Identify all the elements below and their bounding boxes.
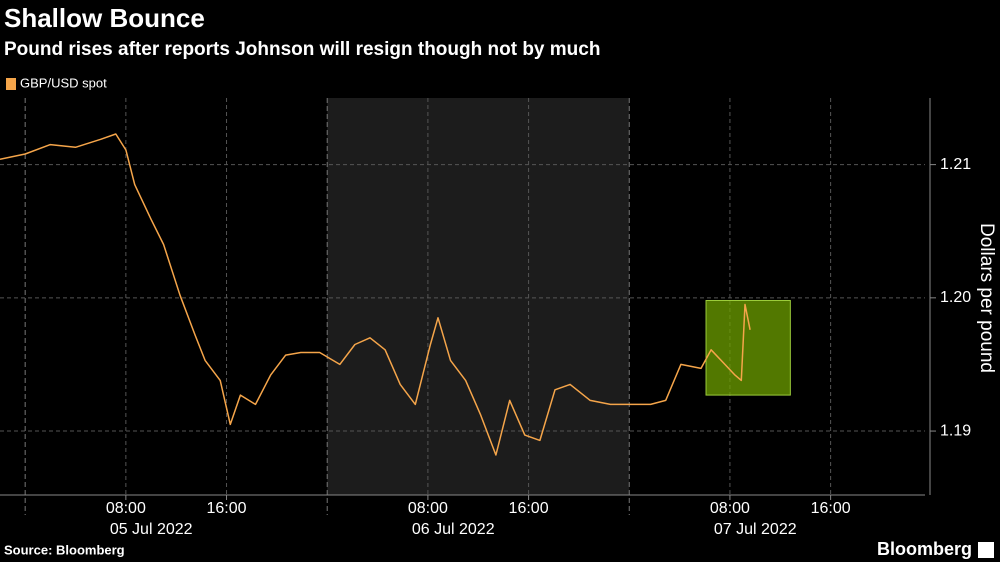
highlight-box [705, 299, 791, 396]
x-tick-label: 16:00 [207, 500, 247, 517]
legend-swatch [6, 78, 16, 90]
brand: Bloomberg [877, 539, 972, 559]
date-label: 05 Jul 2022 [110, 521, 193, 538]
brand-icon [978, 542, 994, 558]
date-label: 07 Jul 2022 [714, 521, 797, 538]
legend-label: GBP/USD spot [20, 75, 107, 90]
y-tick-label: 1.19 [940, 422, 971, 439]
y-tick-label: 1.21 [940, 156, 971, 173]
x-tick-label: 16:00 [811, 500, 851, 517]
x-tick-label: 08:00 [106, 500, 146, 517]
series-line [0, 133, 751, 456]
x-tick-label: 16:00 [509, 500, 549, 517]
y-axis-label: Dollars per pound [976, 223, 997, 373]
date-label: 06 Jul 2022 [412, 521, 495, 538]
shaded-region [327, 98, 630, 495]
chart-subtitle: Pound rises after reports Johnson will r… [4, 39, 600, 60]
y-tick-label: 1.20 [940, 289, 971, 306]
chart-title: Shallow Bounce [4, 3, 205, 33]
x-tick-label: 08:00 [408, 500, 448, 517]
source: Source: Bloomberg [4, 542, 125, 557]
x-tick-label: 08:00 [710, 500, 750, 517]
